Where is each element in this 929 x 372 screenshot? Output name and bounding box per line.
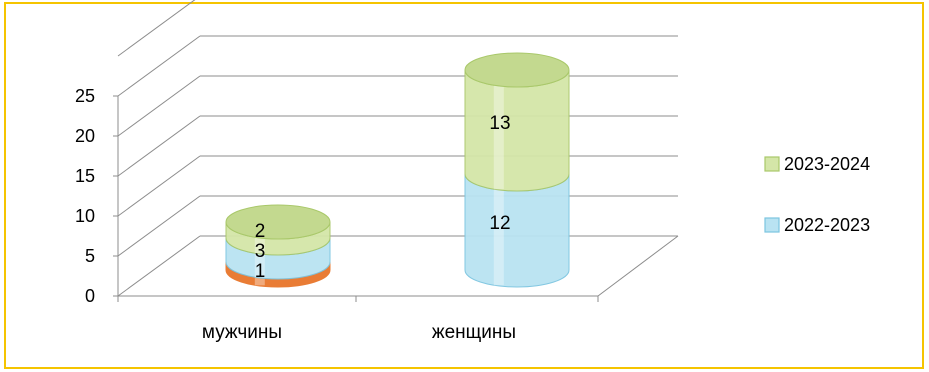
legend-label: 2022-2023: [784, 215, 870, 235]
legend: 2023-2024 2022-2023: [764, 154, 870, 235]
data-label: 2: [255, 221, 266, 242]
data-label: 13: [489, 113, 510, 134]
data-label: 12: [489, 213, 510, 234]
x-axis-categories: мужчины женщины: [202, 322, 516, 343]
y-tick-label: 10: [75, 206, 95, 226]
category-label: женщины: [432, 322, 516, 343]
gridline-side: [117, 0, 196, 57]
legend-label: 2023-2024: [784, 154, 870, 174]
chart-border: [4, 2, 924, 369]
data-label: 1: [255, 261, 266, 282]
gridline-side: [117, 35, 201, 97]
category-label: мужчины: [202, 322, 282, 343]
y-tick-label: 5: [85, 246, 95, 266]
gridline-side: [117, 75, 201, 137]
gridlines: [113, 0, 679, 302]
legend-swatch: [764, 156, 780, 172]
y-tick-label: 15: [75, 166, 95, 186]
y-tick-label: 0: [85, 286, 95, 306]
gridline-side: [117, 235, 201, 297]
bar-top-cap: [225, 204, 331, 240]
gridline-side: [117, 195, 201, 257]
floor-right-edge: [597, 235, 679, 297]
gridline-side: [117, 155, 201, 217]
gridline-side: [117, 115, 201, 177]
data-label: 3: [255, 241, 266, 262]
legend-item: 2022-2023: [764, 215, 870, 235]
legend-swatch: [764, 217, 780, 233]
y-axis-ticks: 0 5 10 15 20 25: [75, 86, 95, 306]
bar-top-cap: [464, 52, 570, 88]
y-tick-label: 25: [75, 86, 95, 106]
y-tick-label: 20: [75, 126, 95, 146]
bar-segment: [464, 69, 570, 192]
legend-item: 2023-2024: [764, 154, 870, 174]
